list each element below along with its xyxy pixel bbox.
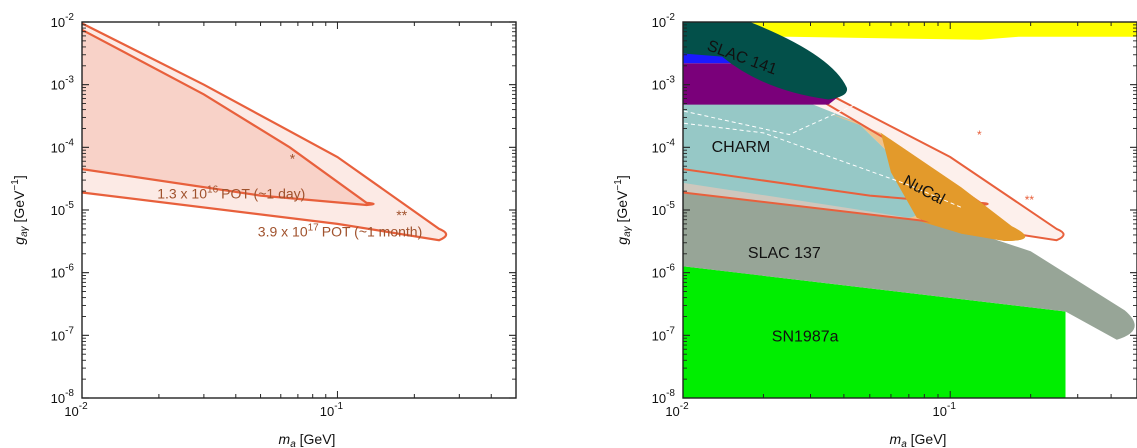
- left-xtick-label: 10-2: [64, 401, 88, 419]
- left-ytick-label: 10-4: [51, 137, 75, 155]
- region-slac141: [683, 22, 848, 100]
- right-axis-ticks: [682, 21, 1137, 399]
- region-label-charm: CHARM: [712, 139, 771, 156]
- left-tick-labels: 10-8 10-7 10-6 10-5 10-4 10-3 10-2 10-2 10-1: [51, 12, 344, 419]
- left-annotation-1month: 3.9 x 1017 POT (~1 month): [258, 222, 422, 239]
- left-axis-ticks: [81, 21, 517, 399]
- ann2-tail: POT (~1 month): [322, 223, 423, 239]
- left-contour-1month: [81, 22, 448, 242]
- dashed-guide-2: [683, 103, 858, 136]
- left-annotation-star-1day: *: [290, 150, 296, 166]
- right-xtick-label: 10-2: [665, 401, 689, 419]
- right-ytick-label: 10-4: [652, 137, 676, 155]
- region-sn1987a: [683, 266, 1066, 398]
- right-contour-1month: [683, 22, 1065, 242]
- left-ytick-label: 10-8: [51, 388, 75, 406]
- left-annotation-star-1month: **: [396, 207, 407, 223]
- ann2-base: 3.9 x 10: [258, 223, 308, 239]
- ann1-tail: POT (~1 day): [221, 186, 305, 202]
- left-chart: 10-8 10-7 10-6 10-5 10-4 10-3 10-2 10-2 10-1 * 1…: [10, 12, 517, 448]
- left-contour-1day: [81, 28, 375, 207]
- dashed-guide-1: [683, 122, 962, 208]
- right-tick-labels: 10-8 10-7 10-6 10-5 10-4 10-3 10-2 10-2 10-1: [652, 12, 957, 419]
- left-ytick-label: 10-2: [51, 12, 75, 30]
- ann1-base: 1.3 x 10: [157, 186, 207, 202]
- right-marker-star-1day: *: [977, 128, 982, 142]
- region-label-sn1987a: SN1987a: [772, 328, 839, 345]
- right-xtick-label: 10-1: [933, 401, 957, 419]
- region-slac137: [683, 182, 1135, 340]
- right-marker-star-1month: **: [1025, 193, 1035, 207]
- region-label-slac137: SLAC 137: [748, 245, 821, 262]
- left-y-axis-title: gaγ [GeV−1]: [10, 175, 30, 244]
- left-ytick-label: 10-6: [51, 263, 75, 281]
- left-ytick-label: 10-5: [51, 200, 75, 218]
- left-xtick-label: 10-1: [320, 401, 344, 419]
- left-ytick-label: 10-3: [51, 75, 75, 93]
- right-ytick-label: 10-5: [652, 200, 676, 218]
- ann1-sup: 16: [207, 185, 219, 196]
- region-yellow: [683, 22, 1137, 40]
- left-x-axis-title: ma [GeV]: [279, 431, 336, 448]
- right-exclusion-regions: [683, 22, 1137, 398]
- right-ytick-label: 10-6: [652, 263, 676, 281]
- left-ytick-label: 10-7: [51, 325, 75, 343]
- right-ytick-label: 10-3: [652, 75, 676, 93]
- left-contour-lines: [81, 22, 448, 242]
- right-x-axis-title: ma [GeV]: [890, 431, 947, 448]
- right-chart: 10-8 10-7 10-6 10-5 10-4 10-3 10-2 10-2 10-1 SLA…: [613, 12, 1137, 448]
- right-ytick-label: 10-8: [652, 388, 676, 406]
- left-fill-1day: [82, 29, 374, 205]
- ann2-sup: 17: [308, 222, 320, 233]
- right-ytick-label: 10-7: [652, 325, 676, 343]
- right-ytick-label: 10-2: [652, 12, 676, 30]
- region-nucal-top: [880, 132, 1026, 242]
- left-annotation-1day: 1.3 x 1016 POT (~1 day): [157, 185, 305, 202]
- right-y-axis-title: gaγ [GeV−1]: [613, 175, 633, 244]
